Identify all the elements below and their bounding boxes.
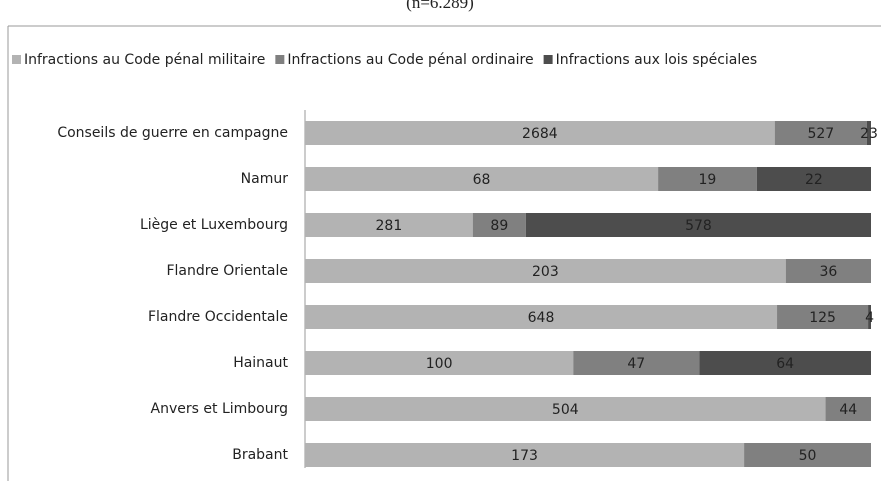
data-label: 47 — [627, 356, 645, 372]
legend-swatch — [543, 55, 553, 64]
data-label: 19 — [699, 172, 717, 188]
data-label: 4 — [865, 310, 874, 326]
data-label: 173 — [511, 448, 538, 464]
legend-swatch — [12, 55, 21, 64]
legend-label: Infractions aux lois spéciales — [556, 52, 758, 68]
data-label: 22 — [805, 172, 823, 188]
y-tick-label: Flandre Orientale — [166, 263, 288, 279]
data-label: 125 — [809, 310, 836, 326]
data-label: 2684 — [522, 126, 558, 142]
bar-segment — [658, 167, 757, 191]
bar-segment — [866, 121, 871, 145]
bar-segment — [305, 397, 826, 421]
bar-segment — [305, 121, 775, 145]
bar-segment — [785, 259, 871, 283]
bar-segment — [305, 213, 473, 237]
chart-title: (n=6.289) — [406, 0, 474, 12]
bar-segment — [573, 351, 700, 375]
data-label: 68 — [473, 172, 491, 188]
bar-segment — [305, 443, 745, 467]
y-tick-label: Anvers et Limbourg — [151, 401, 288, 417]
data-label: 23 — [860, 126, 878, 142]
bar-segment — [472, 213, 526, 237]
data-label: 527 — [807, 126, 834, 142]
bar-segment — [777, 305, 869, 329]
bar-segment — [825, 397, 871, 421]
data-label: 648 — [528, 310, 555, 326]
bar-segment — [744, 443, 871, 467]
bar-segment — [774, 121, 867, 145]
bar-segment — [699, 351, 871, 375]
bar-segment — [756, 167, 871, 191]
data-label: 281 — [376, 218, 403, 234]
y-tick-label: Flandre Occidentale — [148, 309, 288, 325]
data-label: 44 — [839, 402, 857, 418]
y-tick-label: Namur — [241, 171, 289, 187]
y-tick-label: Brabant — [232, 447, 288, 463]
data-label: 64 — [776, 356, 794, 372]
legend-swatch — [275, 55, 285, 64]
data-label: 504 — [552, 402, 579, 418]
bar-segment — [305, 305, 778, 329]
data-label: 89 — [490, 218, 508, 234]
legend-label: Infractions au Code pénal militaire — [24, 52, 265, 68]
bar-segment — [868, 305, 871, 329]
data-label: 50 — [799, 448, 817, 464]
data-label: 578 — [685, 218, 712, 234]
y-tick-label: Hainaut — [233, 355, 288, 371]
y-tick-label: Liège et Luxembourg — [140, 217, 288, 233]
data-label: 203 — [532, 264, 559, 280]
bar-segment — [525, 213, 871, 237]
bar-segment — [305, 351, 574, 375]
y-tick-label: Conseils de guerre en campagne — [57, 125, 288, 141]
legend-label: Infractions au Code pénal ordinaire — [287, 52, 533, 68]
bar-segment — [305, 259, 786, 283]
data-label: 100 — [426, 356, 453, 372]
data-label: 36 — [819, 264, 837, 280]
bar-segment — [305, 167, 659, 191]
